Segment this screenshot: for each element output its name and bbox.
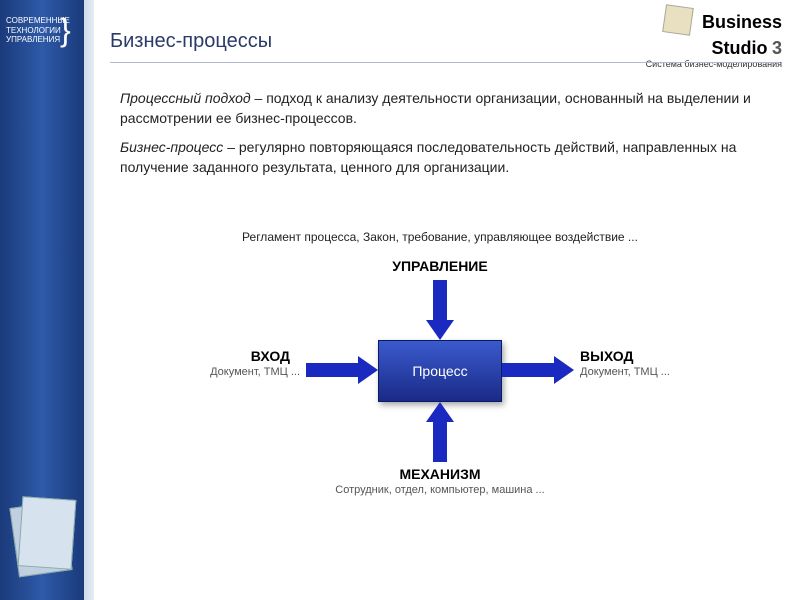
header-rule	[110, 62, 780, 63]
output-label: ВЫХОД	[580, 348, 660, 364]
arrow-control	[433, 280, 447, 322]
mechanism-label: МЕХАНИЗМ	[390, 466, 490, 482]
arrow-input	[306, 363, 360, 377]
paragraph-1: Процессный подход – подход к анализу дея…	[120, 88, 760, 129]
input-label: ВХОД	[230, 348, 290, 364]
arrow-mechanism-head	[426, 402, 454, 422]
sidebar-logo-l2: ТЕХНОЛОГИИ	[6, 26, 60, 36]
sidebar-logo-l3: УПРАВЛЕНИЯ	[6, 35, 60, 45]
arrow-mechanism	[433, 420, 447, 462]
body-text: Процессный подход – подход к анализу дея…	[120, 88, 760, 185]
control-label: УПРАВЛЕНИЕ	[390, 258, 490, 274]
idef0-diagram: Регламент процесса, Закон, требование, у…	[120, 230, 760, 550]
content-edge-strip	[84, 0, 94, 600]
input-sub: Документ, ТМЦ ...	[190, 366, 300, 378]
mechanism-sub: Сотрудник, отдел, компьютер, машина ...	[300, 484, 580, 496]
sidebar-brace-icon: }	[60, 12, 71, 49]
p1-term: Процессный подход	[120, 90, 251, 106]
header: Бизнес-процессы	[110, 30, 780, 53]
arrow-output-head	[554, 356, 574, 384]
arrow-output	[502, 363, 556, 377]
output-sub: Документ, ТМЦ ...	[580, 366, 720, 378]
process-box: Процесс	[378, 340, 502, 402]
arrow-control-head	[426, 320, 454, 340]
left-sidebar: СОВРЕМЕННЫЕ ТЕХНОЛОГИИ УПРАВЛЕНИЯ }	[0, 0, 84, 600]
brand-subtitle: Система бизнес-моделирования	[646, 59, 782, 69]
diagram-top-note: Регламент процесса, Закон, требование, у…	[120, 230, 760, 244]
paragraph-2: Бизнес-процесс – регулярно повторяющаяся…	[120, 137, 760, 178]
sidebar-logo-text: СОВРЕМЕННЫЕ ТЕХНОЛОГИИ УПРАВЛЕНИЯ	[6, 16, 60, 45]
page-title: Бизнес-процессы	[110, 30, 780, 53]
process-box-label: Процесс	[412, 363, 467, 379]
sidebar-decor-icon	[8, 496, 76, 580]
p2-term: Бизнес-процесс	[120, 139, 223, 155]
sidebar-logo-l1: СОВРЕМЕННЫЕ	[6, 16, 60, 26]
arrow-input-head	[358, 356, 378, 384]
